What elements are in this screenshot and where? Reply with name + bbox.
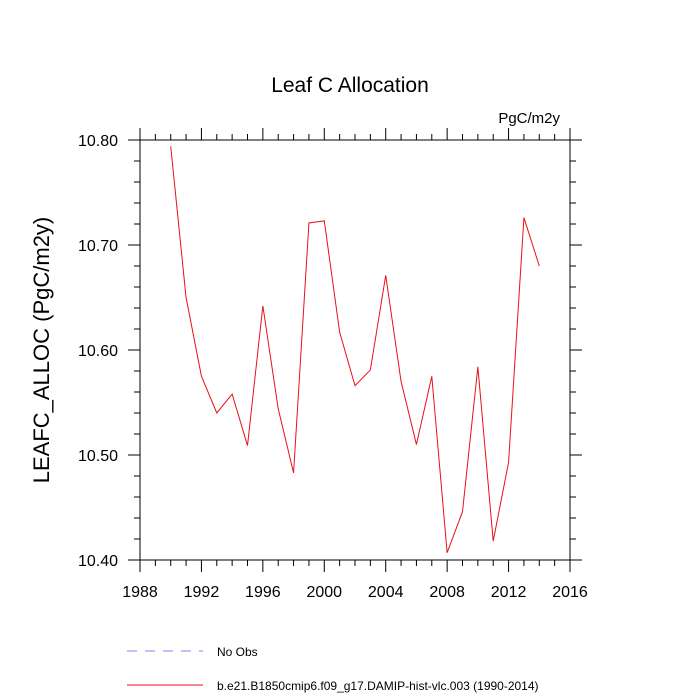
x-tick-label: 1996 — [245, 584, 281, 601]
x-tick-labels: 1988 1992 1996 2000 2004 2008 2012 2016 — [122, 584, 588, 601]
legend-label-no-obs: No Obs — [217, 645, 258, 659]
y-tick-label: 10.40 — [78, 553, 118, 570]
y-axis-label: LEAFC_ALLOC (PgC/m2y) — [29, 217, 54, 484]
x-tick-label: 1992 — [184, 584, 220, 601]
y-tick-label: 10.60 — [78, 343, 118, 360]
y-tick-label: 10.50 — [78, 448, 118, 465]
x-tick-label: 2016 — [552, 584, 588, 601]
chart-title: Leaf C Allocation — [271, 74, 429, 97]
legend-label-model: b.e21.B1850cmip6.f09_g17.DAMIP-hist-vlc.… — [217, 679, 539, 693]
legend: No Obs b.e21.B1850cmip6.f09_g17.DAMIP-hi… — [127, 645, 539, 693]
units-label: PgC/m2y — [498, 110, 560, 127]
series-line-model — [170, 146, 540, 553]
y-tick-label: 10.70 — [78, 238, 118, 255]
x-tick-label: 2008 — [429, 584, 465, 601]
x-tick-label: 2004 — [368, 584, 404, 601]
x-tick-label: 2000 — [306, 584, 342, 601]
axis-ticks — [128, 128, 582, 572]
series-layer — [170, 146, 540, 553]
y-tick-labels: 10.40 10.50 10.60 10.70 10.80 — [78, 133, 118, 570]
x-tick-label: 2012 — [491, 584, 527, 601]
x-tick-label: 1988 — [122, 584, 158, 601]
plot-frame — [139, 139, 571, 561]
y-tick-label: 10.80 — [78, 133, 118, 150]
